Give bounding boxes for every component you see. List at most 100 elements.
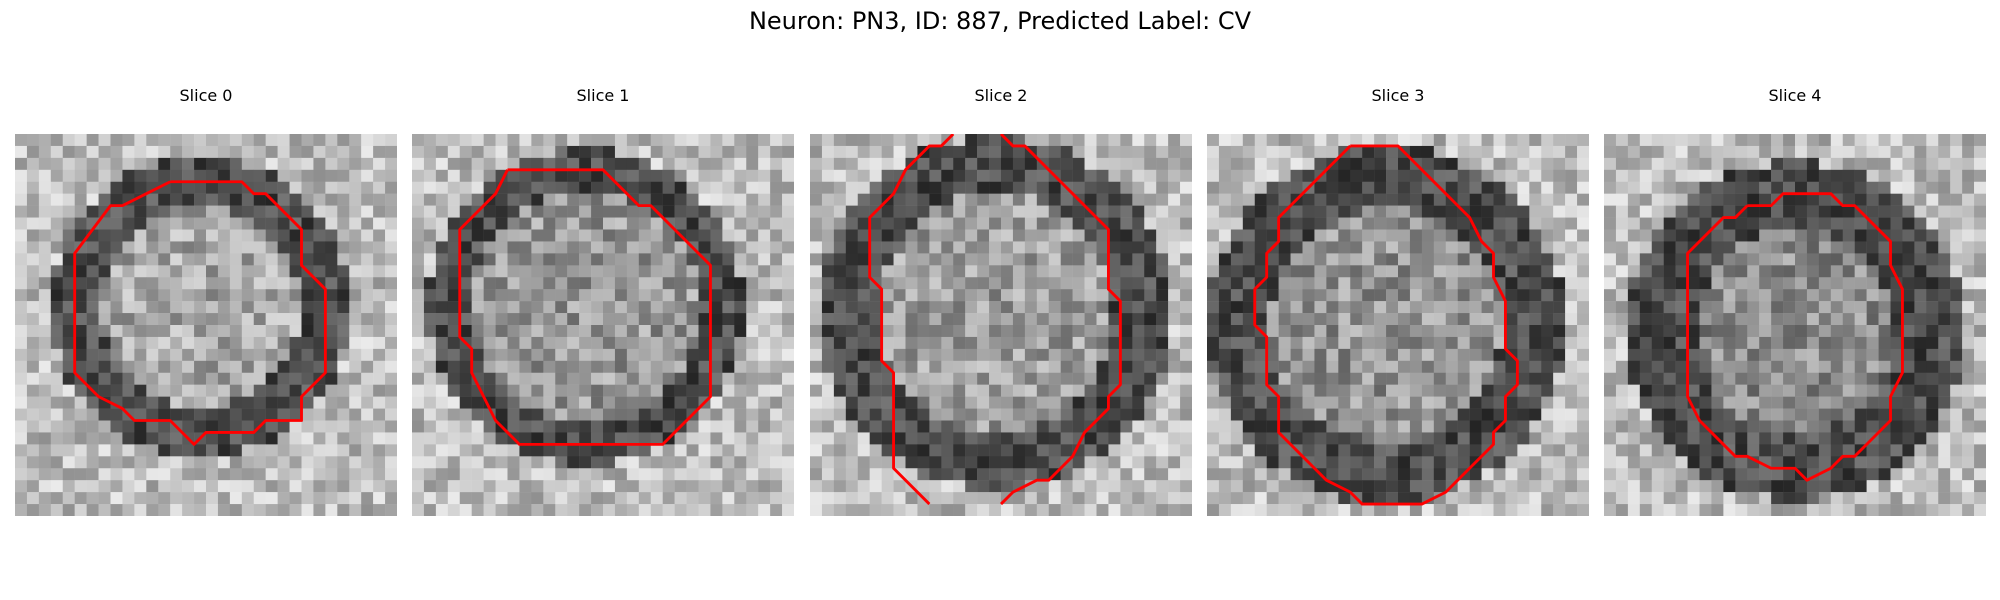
pixel — [1565, 325, 1578, 338]
pixel — [1902, 384, 1915, 397]
pixel — [1445, 277, 1458, 290]
pixel — [1890, 181, 1903, 194]
pixel — [423, 145, 437, 159]
pixel — [917, 420, 930, 433]
pixel — [941, 325, 954, 338]
pixel — [770, 229, 783, 242]
pixel — [134, 134, 147, 147]
pixel — [38, 360, 52, 373]
pixel — [1096, 325, 1109, 338]
pixel — [1230, 241, 1244, 254]
pixel — [1481, 289, 1494, 302]
pixel — [361, 289, 374, 302]
pixel — [917, 134, 930, 147]
pixel — [1517, 396, 1530, 409]
pixel — [265, 217, 278, 230]
pixel — [662, 456, 675, 469]
pixel — [1445, 456, 1458, 469]
pixel — [1735, 420, 1748, 433]
pixel — [62, 277, 75, 290]
pixel — [1230, 181, 1244, 194]
pixel — [977, 169, 990, 182]
pixel — [1553, 253, 1566, 266]
pixel — [313, 360, 326, 373]
pixel — [1926, 325, 1939, 338]
pixel — [857, 301, 870, 314]
pixel — [1362, 360, 1375, 373]
pixel — [543, 157, 556, 171]
slice-title: Slice 1 — [576, 86, 630, 105]
pixel — [1254, 134, 1267, 147]
pixel — [579, 504, 592, 516]
pixel — [1723, 134, 1736, 147]
pixel — [182, 301, 195, 314]
pixel — [15, 384, 28, 397]
pixel — [638, 444, 651, 457]
pixel — [1818, 360, 1832, 373]
pixel — [361, 492, 374, 505]
pixel — [1230, 396, 1244, 409]
pixel — [1374, 217, 1387, 230]
pixel — [1604, 181, 1617, 194]
pixel — [1553, 134, 1566, 147]
pixel — [1627, 396, 1641, 409]
pixel — [638, 253, 651, 266]
pixel — [746, 145, 759, 159]
pixel — [929, 277, 942, 290]
pixel — [229, 205, 243, 218]
pixel — [722, 444, 735, 457]
pixel — [734, 193, 747, 206]
pixel — [217, 372, 231, 385]
pixel — [98, 432, 111, 445]
pixel — [1962, 205, 1975, 218]
pixel — [1818, 336, 1832, 350]
pixel — [1266, 360, 1279, 373]
pixel — [385, 420, 397, 433]
pixel — [1421, 372, 1435, 385]
pixel — [1421, 289, 1435, 302]
pixel — [1445, 336, 1458, 350]
pixel — [758, 217, 771, 230]
pixel — [1651, 456, 1664, 469]
pixel — [447, 169, 460, 182]
pixel — [1639, 134, 1652, 147]
pixel — [770, 277, 783, 290]
pixel — [1926, 145, 1939, 159]
pixel — [519, 468, 532, 481]
pixel — [1806, 325, 1820, 338]
pixel — [217, 313, 231, 326]
pixel — [170, 468, 183, 481]
pixel — [1783, 313, 1796, 326]
pixel — [710, 265, 723, 278]
pixel — [373, 396, 386, 409]
pixel — [686, 504, 699, 516]
pixel — [810, 193, 823, 206]
pixel — [881, 253, 894, 266]
pixel — [1012, 504, 1026, 516]
pixel — [471, 504, 484, 516]
pixel — [385, 504, 397, 516]
pixel — [782, 265, 794, 278]
pixel — [265, 313, 278, 326]
pixel — [1457, 181, 1470, 194]
pixel — [746, 217, 759, 230]
pixel — [289, 313, 302, 326]
pixel — [845, 265, 858, 278]
pixel — [253, 313, 266, 326]
pixel — [1795, 277, 1808, 290]
pixel — [122, 336, 135, 350]
pixel — [349, 265, 362, 278]
pixel — [674, 408, 687, 421]
pixel — [313, 384, 326, 397]
pixel — [26, 456, 40, 469]
pixel — [1723, 408, 1736, 421]
pixel — [412, 372, 425, 385]
pixel — [313, 408, 326, 421]
pixel — [229, 217, 243, 230]
pixel — [1084, 480, 1097, 493]
pixel — [1421, 145, 1435, 159]
pixel — [555, 480, 568, 493]
pixel — [1338, 157, 1351, 171]
pixel — [385, 205, 397, 218]
pixel — [134, 468, 147, 481]
